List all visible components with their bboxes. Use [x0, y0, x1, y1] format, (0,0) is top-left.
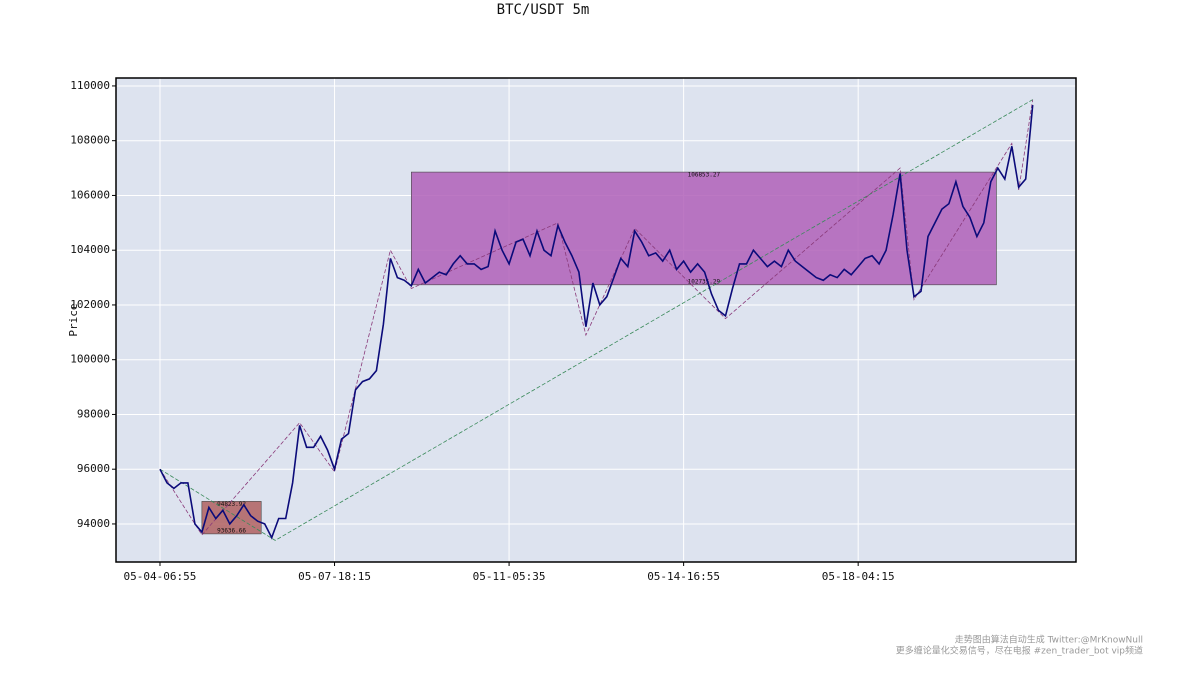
x-tick-label: 05-14-16:55	[647, 570, 720, 583]
y-axis-label: Price	[67, 303, 80, 336]
y-tick-label: 100000	[70, 353, 110, 366]
plot-border	[115, 77, 1077, 563]
y-tick-label: 110000	[70, 79, 110, 92]
y-tick-label: 106000	[70, 188, 110, 201]
y-tick-label: 94000	[77, 517, 110, 530]
trend-line	[159, 99, 1033, 541]
plot-area	[116, 78, 1076, 562]
chart-title: BTC/USDT 5m	[497, 2, 590, 18]
x-tick-label: 05-04-06:55	[124, 570, 197, 583]
footer-line: 更多缠论量化交易信号，尽在电报 #zen_trader_bot vip频道	[896, 645, 1143, 657]
price-line	[159, 105, 1034, 540]
y-tick-label: 104000	[70, 243, 110, 256]
zone-label: 93636.66	[217, 527, 246, 534]
y-tick-label: 98000	[77, 407, 110, 420]
x-tick-label: 05-18-04:15	[822, 570, 895, 583]
footer-line: 走势图由算法自动生成 Twitter:@MrKnowNull	[955, 634, 1143, 646]
x-tick-label: 05-11-05:35	[473, 570, 546, 583]
zone-label: 102735.29	[688, 278, 721, 285]
zone-label: 106853.27	[688, 172, 721, 179]
x-tick-label: 05-07-18:15	[298, 570, 371, 583]
zone	[411, 171, 997, 286]
y-tick-label: 102000	[70, 298, 110, 311]
y-tick-label: 96000	[77, 462, 110, 475]
zone-label: 94823.92	[217, 501, 246, 508]
y-tick-label: 108000	[70, 134, 110, 147]
trend-line	[159, 99, 1034, 536]
